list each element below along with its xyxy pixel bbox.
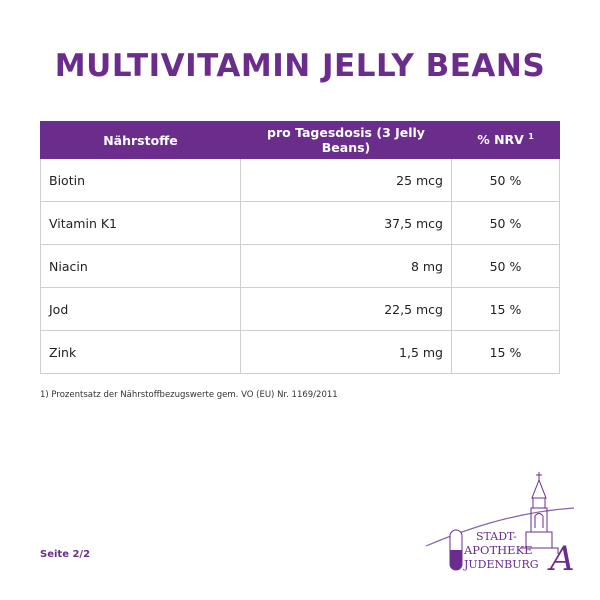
table-row: Vitamin K1 37,5 mcg 50 % [40,201,560,245]
nutrition-table: Nährstoffe pro Tagesdosis (3 Jelly Beans… [40,121,560,374]
nutrient-name: Vitamin K1 [40,201,241,245]
footnote: 1) Prozentsatz der Nährstoffbezugswerte … [40,390,338,400]
logo-monogram: A [547,539,575,579]
logo-line3: JUDENBURG [463,558,539,571]
nutrient-dose: 1,5 mg [240,330,452,374]
church-tower-capsule-logo-icon: STADT- APOTHEKE JUDENBURG A [425,472,575,579]
nutrient-name: Zink [40,330,241,374]
nutrient-dose: 37,5 mcg [240,201,452,245]
table-header-row: Nährstoffe pro Tagesdosis (3 Jelly Beans… [40,121,560,159]
nutrient-nrv: 15 % [451,287,560,331]
table-row: Biotin 25 mcg 50 % [40,158,560,202]
nutrient-nrv: 50 % [451,158,560,202]
nutrient-nrv: 15 % [451,330,560,374]
table-row: Jod 22,5 mcg 15 % [40,287,560,331]
logo-line2: APOTHEKE [463,543,533,557]
header-nrv: % NRV 1 [451,121,560,159]
page-title: MULTIVITAMIN JELLY BEANS [54,48,546,84]
pharmacy-logo: STADT- APOTHEKE JUDENBURG A [424,470,584,580]
header-nrv-footnote-ref: 1 [528,132,534,142]
nutrient-name: Biotin [40,158,241,202]
nutrient-nrv: 50 % [451,244,560,288]
nutrient-dose: 25 mcg [240,158,452,202]
page-indicator: Seite 2/2 [40,549,91,560]
table-row: Niacin 8 mg 50 % [40,244,560,288]
nutrient-name: Niacin [40,244,241,288]
nutrient-nrv: 50 % [451,201,560,245]
nutrient-name: Jod [40,287,241,331]
nutrient-dose: 22,5 mcg [240,287,452,331]
table-row: Zink 1,5 mg 15 % [40,330,560,374]
logo-line1: STADT- [476,530,517,543]
header-nutrients: Nährstoffe [40,121,241,159]
header-daily-dose: pro Tagesdosis (3 Jelly Beans) [240,121,452,159]
header-nrv-label: % NRV [477,132,524,148]
nutrient-dose: 8 mg [240,244,452,288]
